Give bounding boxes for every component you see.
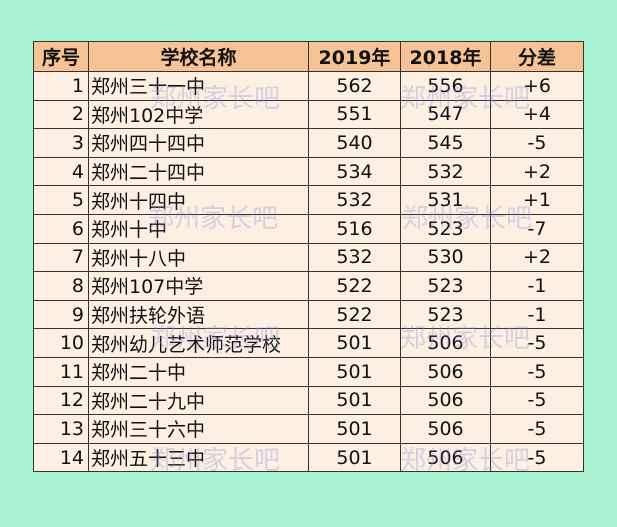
table-row: 4 郑州二十四中 534 532 +2 <box>33 156 584 187</box>
table-cell: 郑州二十四中 <box>88 156 309 187</box>
table-row: 13 郑州三十六中 501 506 -5 <box>33 414 584 444</box>
table-cell: 9 <box>33 299 89 330</box>
score-table: 序号 学校名称 2019年 2018年 分差 1 郑州三十一中 562 556 +6 2 郑州102… <box>33 41 584 473</box>
table-row: 2 郑州102中学 551 547 +4 <box>33 99 584 130</box>
table-cell: 5 <box>33 185 89 215</box>
table-row: 6 郑州十中 516 523 -7 <box>33 213 584 244</box>
table-cell: 2 <box>33 99 89 130</box>
table-cell: -5 <box>490 442 584 473</box>
table-cell: 4 <box>33 156 89 187</box>
table-cell: 501 <box>308 328 401 358</box>
table-cell: 531 <box>400 185 491 215</box>
table-cell: +2 <box>490 156 584 187</box>
table-cell: 506 <box>400 385 491 416</box>
table-cell: 547 <box>400 99 491 130</box>
table-cell: 506 <box>400 356 491 387</box>
table-cell: -1 <box>490 271 584 301</box>
table-cell: 3 <box>33 128 89 158</box>
table-row: 5 郑州十四中 532 531 +1 <box>33 185 584 215</box>
table-cell: +1 <box>490 185 584 215</box>
table-cell: 501 <box>308 385 401 416</box>
table-cell: 郑州五十三中 <box>88 442 309 473</box>
table-cell: 郑州十八中 <box>88 242 309 273</box>
table-cell: 郑州四十四中 <box>88 128 309 158</box>
table-cell: 523 <box>400 271 491 301</box>
table-cell: 506 <box>400 328 491 358</box>
table-cell: 562 <box>308 71 401 101</box>
header-cell: 2018年 <box>400 41 491 72</box>
table-cell: -5 <box>490 356 584 387</box>
table-cell: 530 <box>400 242 491 273</box>
table-row: 9 郑州扶轮外语 522 523 -1 <box>33 299 584 330</box>
table-cell: -5 <box>490 385 584 416</box>
table-cell: -5 <box>490 328 584 358</box>
table-cell: 501 <box>308 414 401 444</box>
table-row: 8 郑州107中学 522 523 -1 <box>33 271 584 301</box>
table-cell: -5 <box>490 414 584 444</box>
header-row: 序号 学校名称 2019年 2018年 分差 <box>33 41 584 72</box>
table-cell: 551 <box>308 99 401 130</box>
table-cell: 501 <box>308 442 401 473</box>
table-cell: +4 <box>490 99 584 130</box>
table-cell: 郑州107中学 <box>88 271 309 301</box>
table-cell: 545 <box>400 128 491 158</box>
table-cell: 10 <box>33 328 89 358</box>
table-cell: 郑州扶轮外语 <box>88 299 309 330</box>
table-cell: 郑州十四中 <box>88 185 309 215</box>
table-cell: 523 <box>400 299 491 330</box>
table-cell: 8 <box>33 271 89 301</box>
table-cell: -7 <box>490 213 584 244</box>
header-cell: 序号 <box>33 41 89 72</box>
table-cell: 6 <box>33 213 89 244</box>
header-cell: 2019年 <box>308 41 401 72</box>
table-cell: 郑州二十九中 <box>88 385 309 416</box>
table-cell: 556 <box>400 71 491 101</box>
header-cell: 分差 <box>490 41 584 72</box>
table-cell: +2 <box>490 242 584 273</box>
table-cell: 12 <box>33 385 89 416</box>
table-cell: 郑州三十一中 <box>88 71 309 101</box>
table-cell: 7 <box>33 242 89 273</box>
table-cell: 郑州三十六中 <box>88 414 309 444</box>
table-cell: 523 <box>400 213 491 244</box>
table-cell: 11 <box>33 356 89 387</box>
table-cell: -1 <box>490 299 584 330</box>
table-cell: 532 <box>308 185 401 215</box>
table-row: 14 郑州五十三中 501 506 -5 <box>33 442 584 473</box>
table-cell: 郑州102中学 <box>88 99 309 130</box>
table-cell: 534 <box>308 156 401 187</box>
table-cell: 郑州幼儿艺术师范学校 <box>88 328 309 358</box>
table-row: 7 郑州十八中 532 530 +2 <box>33 242 584 273</box>
table-cell: 522 <box>308 271 401 301</box>
table-cell: 501 <box>308 356 401 387</box>
table-cell: 506 <box>400 414 491 444</box>
table-cell: 516 <box>308 213 401 244</box>
table-cell: 532 <box>400 156 491 187</box>
table-cell: 532 <box>308 242 401 273</box>
table-cell: 1 <box>33 71 89 101</box>
table-row: 1 郑州三十一中 562 556 +6 <box>33 71 584 101</box>
table-row: 12 郑州二十九中 501 506 -5 <box>33 385 584 416</box>
table-row: 11 郑州二十中 501 506 -5 <box>33 356 584 387</box>
table-cell: 522 <box>308 299 401 330</box>
table-cell: 14 <box>33 442 89 473</box>
table-row: 10 郑州幼儿艺术师范学校 501 506 -5 <box>33 328 584 358</box>
table-row: 3 郑州四十四中 540 545 -5 <box>33 128 584 158</box>
header-cell: 学校名称 <box>88 41 309 72</box>
table-cell: 郑州二十中 <box>88 356 309 387</box>
table-cell: -5 <box>490 128 584 158</box>
table-cell: 506 <box>400 442 491 473</box>
table-cell: 13 <box>33 414 89 444</box>
table-cell: 540 <box>308 128 401 158</box>
table-cell: 郑州十中 <box>88 213 309 244</box>
table-cell: +6 <box>490 71 584 101</box>
